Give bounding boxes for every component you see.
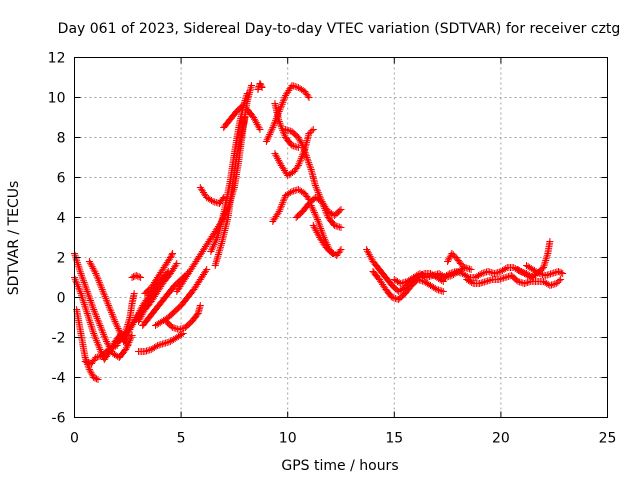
data-trace <box>523 262 567 279</box>
data-trace <box>135 260 181 325</box>
data-trace <box>243 106 264 133</box>
data-trace <box>122 290 138 335</box>
data-points <box>71 80 567 383</box>
x-tick-label: 10 <box>279 431 297 447</box>
data-point-markers <box>211 114 249 269</box>
data-point-markers <box>271 126 317 179</box>
data-point-markers <box>135 330 187 355</box>
data-point-markers <box>162 302 204 333</box>
data-point-markers <box>269 186 313 225</box>
y-tick-label: 6 <box>57 171 66 187</box>
data-trace <box>444 250 469 271</box>
data-point-markers <box>196 184 228 207</box>
data-trace <box>220 102 247 131</box>
data-trace <box>135 330 187 355</box>
data-trace <box>269 186 313 225</box>
data-trace <box>196 184 228 207</box>
data-trace <box>271 100 302 151</box>
data-trace <box>271 126 317 179</box>
y-tick-label: -6 <box>52 411 66 427</box>
data-point-markers <box>152 266 211 329</box>
y-tick-label: 12 <box>48 51 66 67</box>
x-tick-label: 0 <box>70 431 79 447</box>
y-tick-label: 8 <box>57 131 66 147</box>
data-point-markers <box>220 102 247 131</box>
data-point-markers <box>444 250 469 271</box>
data-trace <box>141 250 177 297</box>
data-point-markers <box>292 194 345 221</box>
data-point-markers <box>254 80 266 93</box>
data-trace <box>254 80 266 93</box>
data-point-markers <box>122 290 138 335</box>
data-point-markers <box>523 262 567 279</box>
y-tick-label: 10 <box>48 91 66 107</box>
y-axis-label: SDTVAR / TECUs <box>6 181 22 296</box>
x-tick-label: 25 <box>599 431 617 447</box>
y-tick-label: 0 <box>57 291 66 307</box>
grid-lines <box>74 57 608 418</box>
data-trace <box>292 194 345 221</box>
data-point-markers <box>243 106 264 133</box>
data-trace <box>369 268 447 303</box>
data-trace <box>211 114 249 269</box>
x-tick-label: 15 <box>385 431 403 447</box>
plot-frame <box>74 57 608 418</box>
data-point-markers <box>369 268 447 303</box>
data-point-markers <box>309 222 336 257</box>
data-trace <box>81 342 121 367</box>
axis-ticks: 0 5 10 15 20 25 -6 -4 -2 0 2 4 6 8 10 12 <box>48 51 617 447</box>
data-trace <box>128 272 145 281</box>
y-tick-label: -4 <box>52 371 66 387</box>
data-point-markers <box>173 82 255 295</box>
data-trace <box>309 222 336 257</box>
y-tick-label: 2 <box>57 251 66 267</box>
y-tick-label: -2 <box>52 331 66 347</box>
x-tick-label: 5 <box>177 431 186 447</box>
data-trace <box>173 82 255 295</box>
y-tick-label: 4 <box>57 211 66 227</box>
data-trace <box>152 266 211 329</box>
data-trace <box>463 272 565 289</box>
x-tick-label: 20 <box>492 431 510 447</box>
data-point-markers <box>271 100 302 151</box>
data-point-markers <box>135 260 181 325</box>
data-point-markers <box>81 342 121 367</box>
chart-title: Day 061 of 2023, Sidereal Day-to-day VTE… <box>58 21 621 37</box>
data-point-markers <box>141 250 177 297</box>
x-axis-label: GPS time / hours <box>281 458 398 474</box>
data-point-markers <box>463 272 565 289</box>
data-trace <box>162 302 204 333</box>
data-point-markers <box>128 272 145 281</box>
